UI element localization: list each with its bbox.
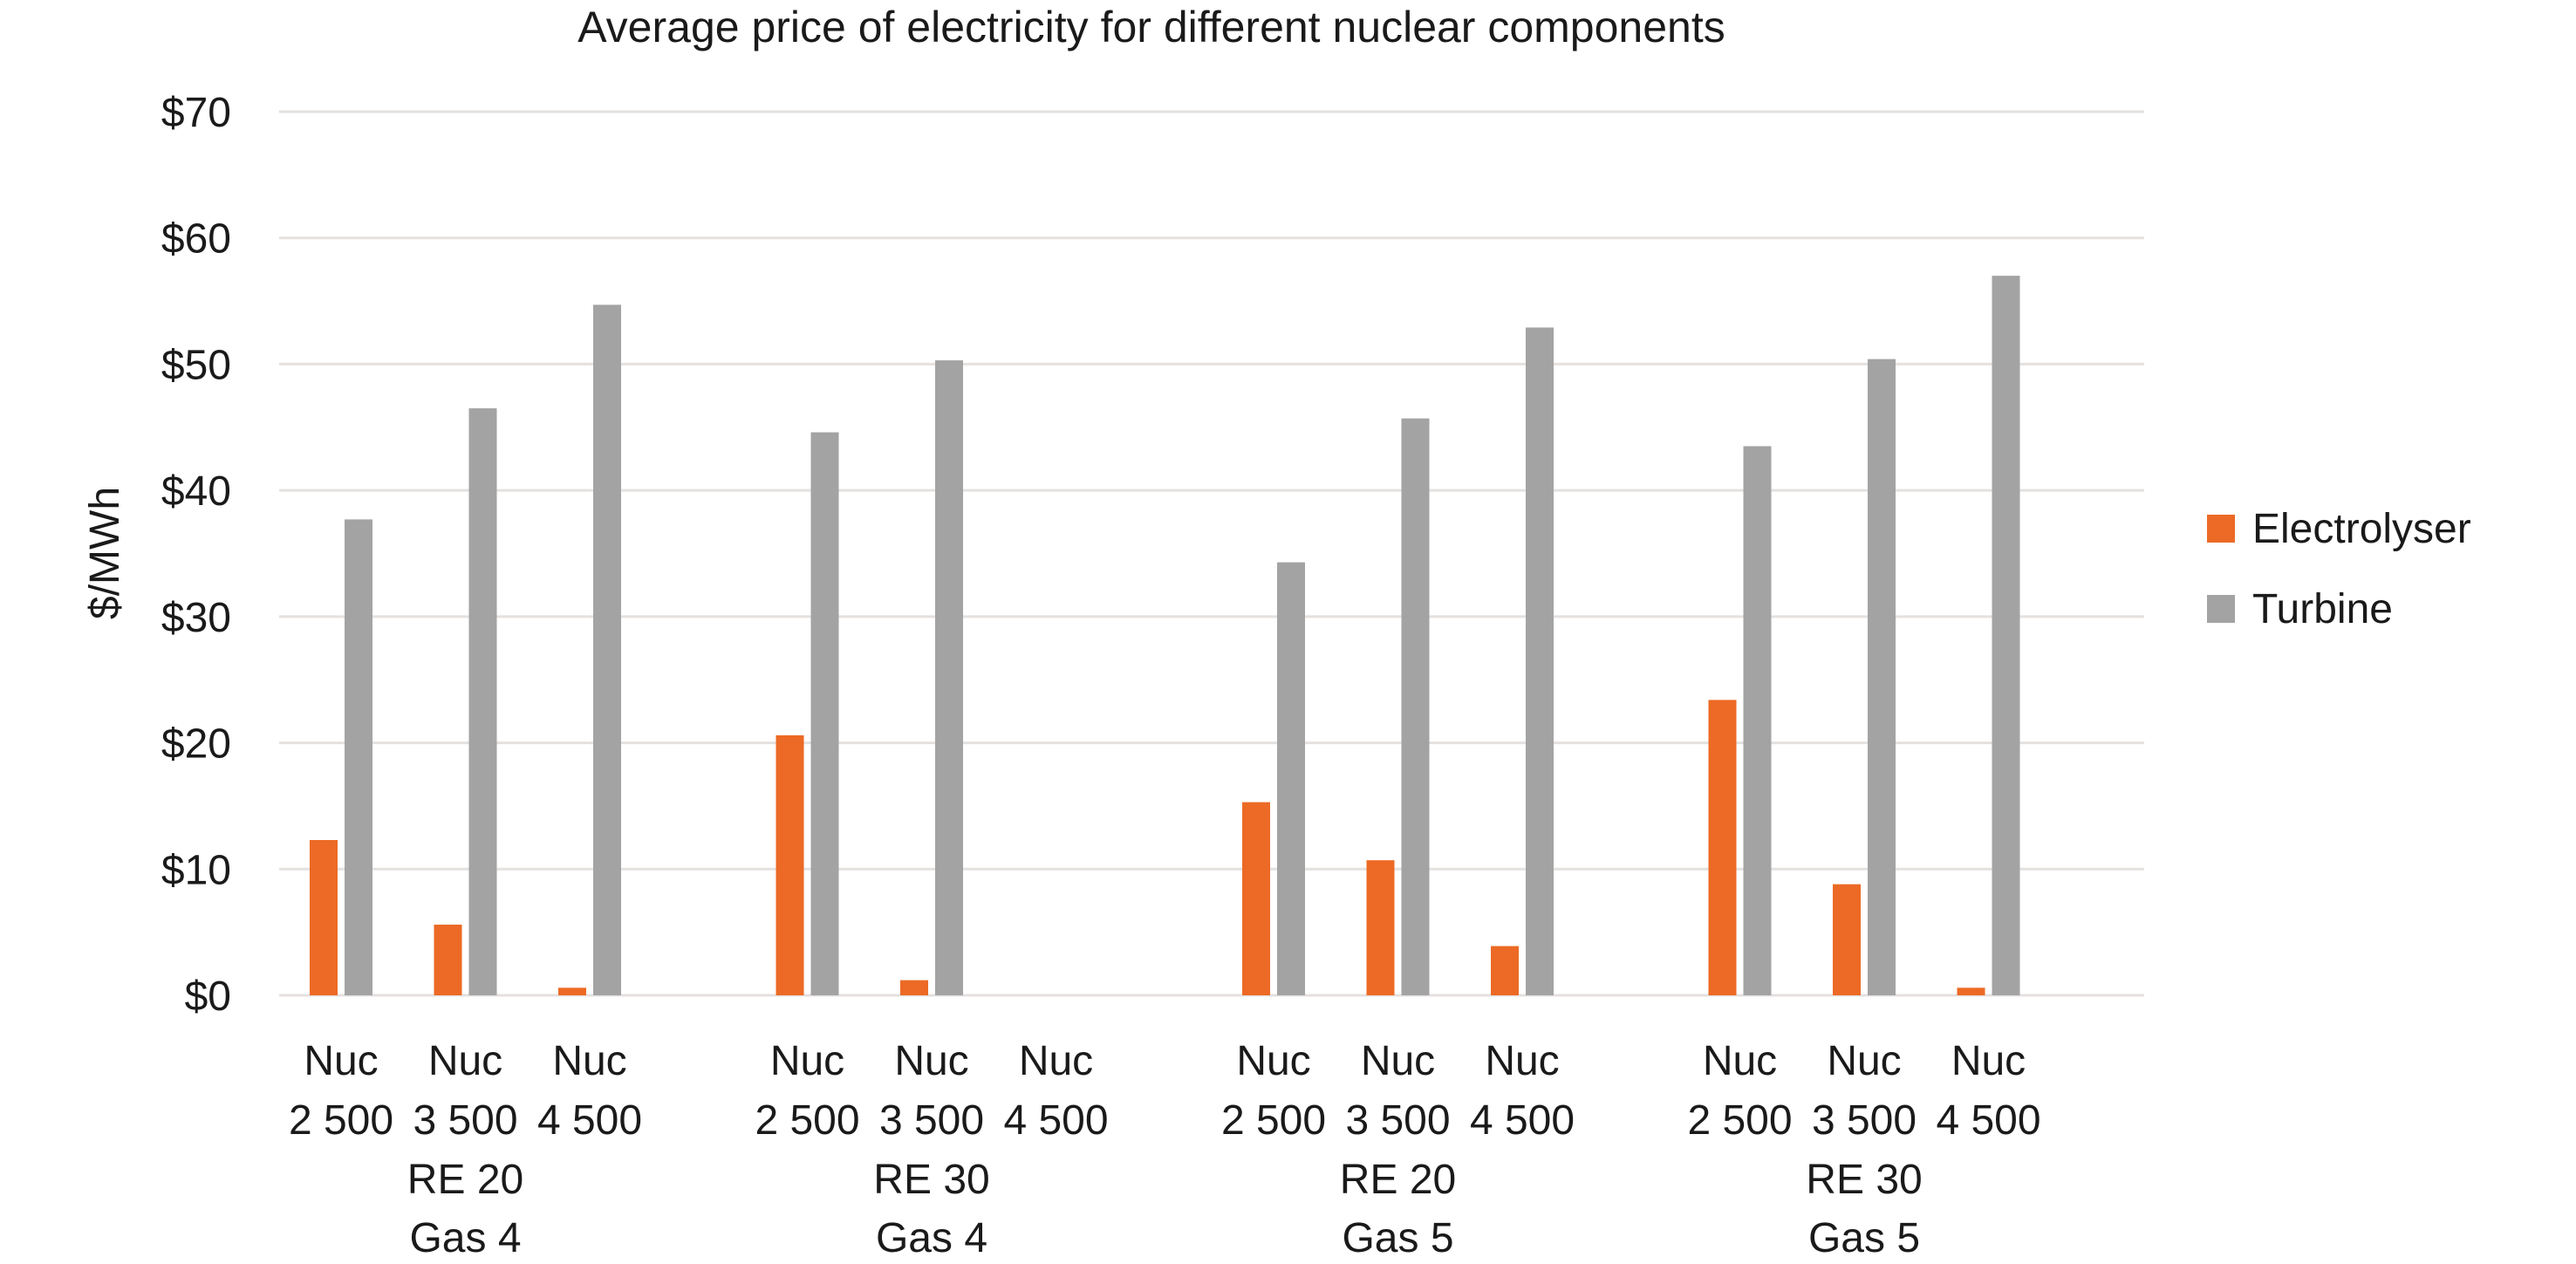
y-tick-label: $30 (161, 595, 231, 641)
bar-turbine (935, 360, 963, 995)
bar-electrolyser (900, 980, 928, 995)
bar-electrolyser (1242, 802, 1270, 995)
bar-turbine (1401, 418, 1430, 995)
bar-electrolyser (558, 987, 586, 995)
legend-swatch-electrolyser (2207, 515, 2235, 543)
x-tick-label-line2: 4 500 (537, 1097, 642, 1144)
x-group-label-gas: Gas 4 (876, 1215, 987, 1261)
x-tick-label-line2: 2 500 (289, 1097, 393, 1144)
bars (310, 276, 2020, 996)
legend-label-turbine: Turbine (2252, 586, 2393, 632)
x-tick-label-line2: 3 500 (879, 1097, 984, 1144)
bar-turbine (1743, 446, 1772, 995)
x-tick-label-line1: Nuc (894, 1038, 968, 1084)
x-tick-label-line1: Nuc (1951, 1038, 2026, 1084)
x-tick-label-line2: 3 500 (1812, 1097, 1917, 1144)
y-tick-label: $70 (161, 90, 231, 136)
y-tick-label: $40 (161, 468, 231, 515)
x-tick-label-line2: 4 500 (1470, 1097, 1575, 1144)
bar-electrolyser (1833, 884, 1861, 995)
y-tick-label: $20 (161, 721, 231, 768)
bar-turbine (810, 432, 839, 995)
y-tick-label: $0 (185, 974, 231, 1020)
x-tick-label-line2: 3 500 (413, 1097, 517, 1144)
legend: Electrolyser Turbine (2207, 506, 2471, 632)
x-group-label-gas: Gas 5 (1342, 1215, 1453, 1261)
x-tick-label-line1: Nuc (1361, 1038, 1435, 1084)
bar-electrolyser (1366, 860, 1395, 995)
bar-turbine (1868, 359, 1896, 995)
bar-electrolyser (1957, 987, 1985, 995)
y-tick-label: $10 (161, 847, 231, 893)
x-group-label-re: RE 20 (1340, 1157, 1456, 1203)
x-tick-label-line2: 4 500 (1936, 1097, 2040, 1144)
x-tick-label-line1: Nuc (1019, 1038, 1093, 1084)
bar-turbine (345, 519, 372, 995)
bar-electrolyser (1708, 700, 1737, 995)
x-tick-label-line1: Nuc (552, 1038, 626, 1084)
bar-turbine (1526, 327, 1554, 995)
y-axis-ticks: $0 $10 $20 $30 $40 $50 $60 $70 (161, 90, 231, 1020)
y-tick-label: $60 (161, 216, 231, 263)
x-tick-label-line1: Nuc (770, 1038, 844, 1084)
x-tick-label-line1: Nuc (1827, 1038, 1901, 1084)
x-tick-label-line2: 2 500 (1687, 1097, 1792, 1144)
x-tick-label-line2: 3 500 (1345, 1097, 1450, 1144)
bar-electrolyser (1491, 946, 1519, 995)
x-tick-label-line1: Nuc (1485, 1038, 1559, 1084)
bar-electrolyser (310, 840, 338, 995)
bar-turbine (1277, 562, 1305, 995)
x-tick-label-line2: 4 500 (1003, 1097, 1108, 1144)
x-group-label-gas: Gas 4 (409, 1215, 521, 1261)
gridlines (279, 110, 2144, 997)
x-group-label-re: RE 20 (407, 1157, 523, 1203)
legend-swatch-turbine (2207, 595, 2235, 623)
x-axis-labels: Nuc 2 500 Nuc 3 500 Nuc 4 500 RE 20 Gas 4 Nuc 2 5… (289, 1038, 2041, 1261)
x-tick-label-line1: Nuc (428, 1038, 502, 1084)
chart-title: Average price of electricity for differe… (577, 3, 1725, 51)
bar-turbine (468, 408, 497, 995)
x-tick-label-line1: Nuc (1703, 1038, 1777, 1084)
y-tick-label: $50 (161, 342, 231, 388)
x-tick-label-line1: Nuc (1236, 1038, 1310, 1084)
bar-electrolyser (434, 924, 462, 995)
x-tick-label-line2: 2 500 (755, 1097, 859, 1144)
y-axis-title: $/MWh (82, 487, 128, 619)
x-group-label-re: RE 30 (1806, 1157, 1922, 1203)
x-tick-label-line2: 2 500 (1221, 1097, 1326, 1144)
x-group-label-gas: Gas 5 (1808, 1215, 1920, 1261)
bar-turbine (1992, 276, 2020, 996)
x-tick-label-line1: Nuc (304, 1038, 378, 1084)
bar-turbine (593, 304, 621, 996)
legend-label-electrolyser: Electrolyser (2252, 506, 2471, 552)
bar-electrolyser (776, 734, 804, 995)
x-group-label-re: RE 30 (873, 1157, 989, 1203)
